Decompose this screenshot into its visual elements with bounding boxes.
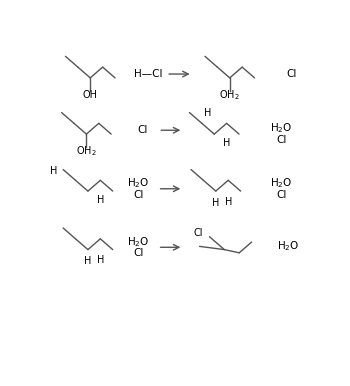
Text: H—Cl: H—Cl xyxy=(134,69,163,79)
Text: H: H xyxy=(50,166,58,176)
Text: H: H xyxy=(223,138,230,148)
Text: H$_2$O: H$_2$O xyxy=(127,176,149,190)
Text: Cl: Cl xyxy=(133,190,144,200)
Text: H: H xyxy=(224,197,232,207)
Text: H$_2$O: H$_2$O xyxy=(127,235,149,249)
Text: H: H xyxy=(97,195,104,205)
Text: Cl: Cl xyxy=(138,125,148,135)
Text: H$_2$O: H$_2$O xyxy=(271,176,293,190)
Text: OH: OH xyxy=(83,90,98,100)
Text: Cl: Cl xyxy=(133,249,144,259)
Text: OH$_2$: OH$_2$ xyxy=(76,144,97,158)
Text: H: H xyxy=(84,256,92,266)
Text: H$_2$O: H$_2$O xyxy=(271,121,293,135)
Text: Cl: Cl xyxy=(276,135,287,145)
Text: Cl: Cl xyxy=(287,69,297,79)
Text: H: H xyxy=(204,108,212,118)
Text: H: H xyxy=(212,198,219,208)
Text: Cl: Cl xyxy=(276,190,287,200)
Text: Cl: Cl xyxy=(194,228,203,238)
Text: H: H xyxy=(97,256,104,266)
Text: H$_2$O: H$_2$O xyxy=(276,239,299,253)
Text: OH$_2$: OH$_2$ xyxy=(219,88,240,102)
